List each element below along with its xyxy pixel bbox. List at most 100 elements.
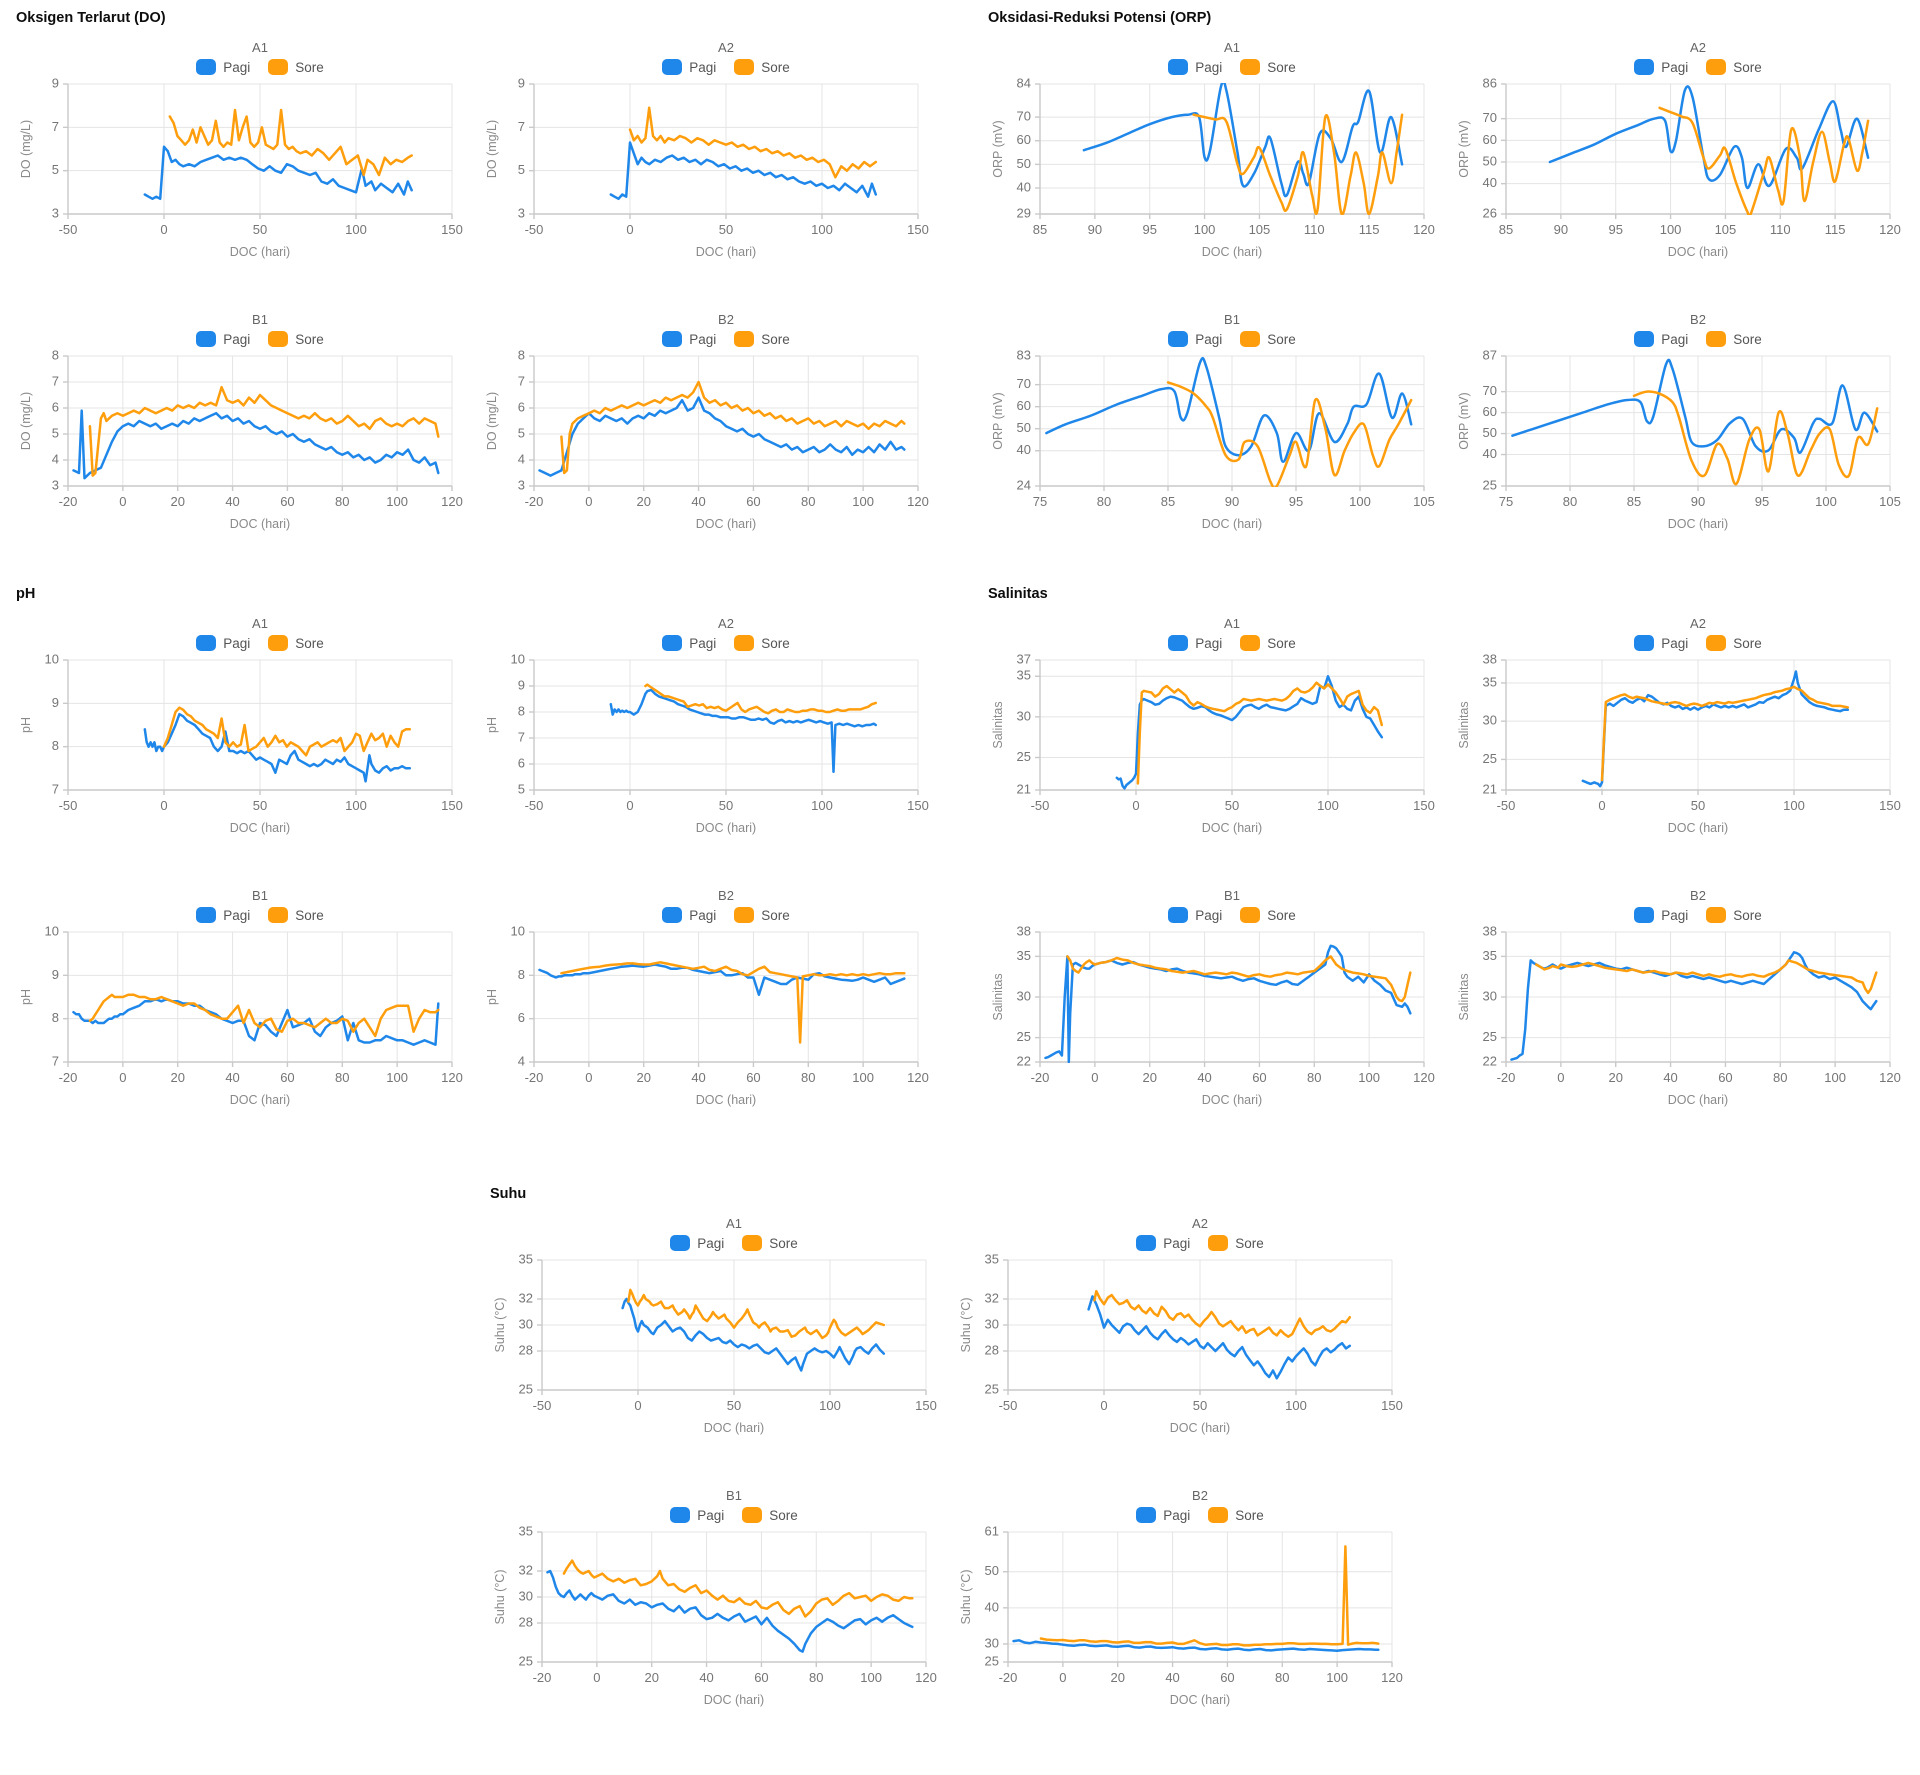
chart-canvas-suhu-b2: 25 30 40 50 61 -20 0 20 40 60 80 100 120 DOC (hari) Su… (959, 1524, 1403, 1707)
y-tick-label: 30 (1483, 713, 1497, 728)
legend-item-sore[interactable]: Sore (1240, 59, 1296, 75)
legend-item-pagi[interactable]: Pagi (662, 331, 716, 347)
x-tick-label: 100 (1660, 222, 1682, 237)
legend-label: Pagi (223, 907, 251, 923)
x-tick-label: 120 (1413, 222, 1435, 237)
legend-item-pagi[interactable]: Pagi (1136, 1507, 1190, 1523)
legend-item-sore[interactable]: Sore (734, 907, 790, 923)
x-tick-label: 20 (1608, 1070, 1622, 1085)
legend-item-pagi[interactable]: Pagi (1168, 907, 1222, 923)
legend-label: Pagi (1661, 907, 1689, 923)
legend-item-sore[interactable]: Sore (1706, 59, 1762, 75)
x-tick-label: 105 (1715, 222, 1737, 237)
y-tick-label: 61 (985, 1524, 999, 1538)
x-tick-label: 80 (1307, 1070, 1321, 1085)
legend-item-sore[interactable]: Sore (268, 635, 324, 651)
legend-item-pagi[interactable]: Pagi (1634, 907, 1688, 923)
legend-item-pagi[interactable]: Pagi (1168, 635, 1222, 651)
legend-item-sore[interactable]: Sore (734, 635, 790, 651)
section-salinitas: Salinitas A1 Pagi Sore 21 25 30 35 37 -50 0 50 100 1… (988, 586, 1920, 1114)
legend-item-sore[interactable]: Sore (1240, 907, 1296, 923)
legend-label: Sore (1267, 635, 1296, 651)
section-title-ph: pH (16, 586, 36, 602)
legend-label: Sore (761, 635, 790, 651)
legend-item-sore[interactable]: Sore (268, 59, 324, 75)
legend-item-pagi[interactable]: Pagi (1168, 59, 1222, 75)
x-tick-label: 80 (1563, 494, 1577, 509)
y-tick-label: 22 (1017, 1053, 1031, 1068)
y-tick-label: 3 (518, 205, 525, 220)
chart-grid-salinitas: A1 Pagi Sore 21 25 30 35 37 -50 0 50 100 150 DOC (har… (988, 606, 1920, 1114)
y-tick-label: 83 (1017, 348, 1031, 362)
y-tick-label: 21 (1017, 781, 1031, 796)
y-tick-label: 28 (519, 1614, 533, 1629)
legend-item-sore[interactable]: Sore (1240, 331, 1296, 347)
subplot-title: B1 (1224, 312, 1240, 327)
legend-item-sore[interactable]: Sore (1706, 331, 1762, 347)
series-line-pagi (143, 712, 412, 783)
legend-item-sore[interactable]: Sore (742, 1235, 798, 1251)
series-line-sore (1600, 685, 1850, 782)
y-axis-label: pH (19, 717, 33, 733)
x-tick-label: 20 (636, 494, 650, 509)
legend-item-sore[interactable]: Sore (734, 331, 790, 347)
series-line-sore (628, 106, 878, 179)
x-tick-label: 80 (1275, 1670, 1289, 1685)
subplot-title: B2 (1690, 888, 1706, 903)
x-tick-label: 0 (1557, 1070, 1564, 1085)
x-tick-label: 120 (441, 1070, 463, 1085)
x-tick-label: 0 (160, 222, 167, 237)
legend-item-pagi[interactable]: Pagi (1136, 1235, 1190, 1251)
x-tick-label: 90 (1691, 494, 1705, 509)
y-tick-label: 3 (518, 477, 525, 492)
subplot-title: A2 (718, 616, 734, 631)
legend-item-pagi[interactable]: Pagi (662, 635, 716, 651)
subplot-title: A2 (1690, 40, 1706, 55)
chart-ph-a1: A1 Pagi Sore 7 8 9 10 -50 0 50 100 150 DOC (hari) pH (16, 606, 482, 842)
legend-item-sore[interactable]: Sore (1208, 1235, 1264, 1251)
y-tick-label: 8 (518, 967, 525, 982)
x-tick-label: 100 (386, 1070, 408, 1085)
y-tick-label: 25 (1483, 1029, 1497, 1044)
legend-swatch-sore (268, 331, 289, 347)
legend-swatch-pagi (670, 1235, 691, 1251)
x-tick-label: -50 (59, 222, 78, 237)
x-tick-label: 115 (1825, 222, 1846, 237)
legend-label: Pagi (223, 635, 251, 651)
legend-item-pagi[interactable]: Pagi (196, 331, 250, 347)
legend-item-pagi[interactable]: Pagi (670, 1507, 724, 1523)
series-line-sore (560, 961, 906, 1044)
legend-item-sore[interactable]: Sore (1706, 635, 1762, 651)
y-tick-label: 38 (1483, 652, 1497, 666)
legend-item-pagi[interactable]: Pagi (196, 59, 250, 75)
legend-item-sore[interactable]: Sore (268, 907, 324, 923)
legend-item-sore[interactable]: Sore (268, 331, 324, 347)
x-tick-label: -20 (999, 1670, 1018, 1685)
legend-item-pagi[interactable]: Pagi (670, 1235, 724, 1251)
legend-item-pagi[interactable]: Pagi (662, 59, 716, 75)
y-tick-label: 60 (1017, 398, 1031, 413)
legend-item-pagi[interactable]: Pagi (1634, 59, 1688, 75)
legend-item-sore[interactable]: Sore (742, 1507, 798, 1523)
legend-item-pagi[interactable]: Pagi (196, 635, 250, 651)
legend-item-pagi[interactable]: Pagi (196, 907, 250, 923)
legend-item-sore[interactable]: Sore (1208, 1507, 1264, 1523)
legend: Pagi Sore (1476, 331, 1920, 347)
legend-swatch-sore (734, 331, 755, 347)
y-tick-label: 40 (1017, 179, 1031, 194)
legend-item-sore[interactable]: Sore (1706, 907, 1762, 923)
legend-item-sore[interactable]: Sore (734, 59, 790, 75)
legend-item-pagi[interactable]: Pagi (1634, 635, 1688, 651)
x-tick-label: 0 (119, 494, 126, 509)
legend-swatch-pagi (196, 907, 217, 923)
legend-item-pagi[interactable]: Pagi (662, 907, 716, 923)
y-tick-label: 30 (1017, 988, 1031, 1003)
legend-item-sore[interactable]: Sore (1240, 635, 1296, 651)
y-tick-label: 4 (518, 1053, 525, 1068)
y-tick-label: 35 (519, 1524, 533, 1538)
legend-item-pagi[interactable]: Pagi (1634, 331, 1688, 347)
x-tick-label: 80 (801, 1070, 815, 1085)
legend-item-pagi[interactable]: Pagi (1168, 331, 1222, 347)
legend-label: Sore (295, 907, 324, 923)
chart-suhu-a1: A1 Pagi Sore 25 28 30 32 35 -50 0 50 100 150 DOC (har… (490, 1206, 956, 1442)
